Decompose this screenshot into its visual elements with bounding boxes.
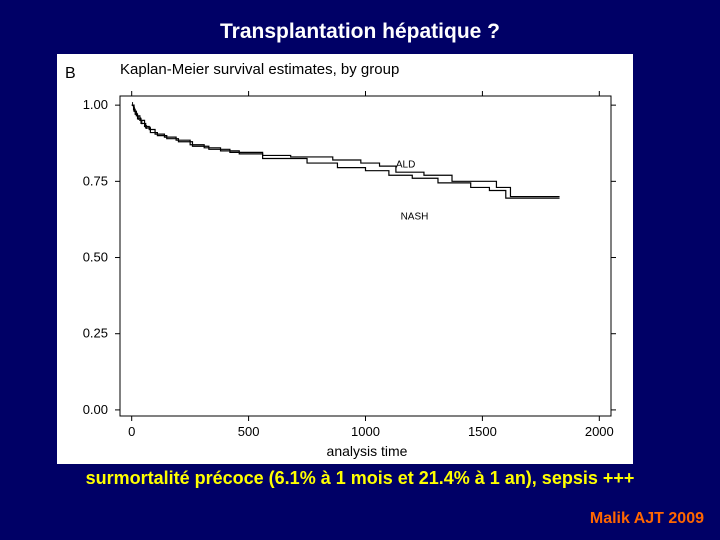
slide-title: Transplantation hépatique ? — [219, 20, 501, 43]
km-curve-nash — [131, 104, 560, 199]
curve-label-nash: NASH — [401, 211, 429, 222]
x-tick-label: 1500 — [468, 424, 497, 439]
plot-frame — [119, 95, 612, 417]
y-tick-label: 0.50 — [83, 250, 108, 265]
curve-label-ald: ALD — [396, 160, 415, 171]
y-tick-label: 1.00 — [83, 97, 108, 112]
km-curve-ald — [131, 104, 560, 198]
x-axis-label: analysis time — [327, 443, 408, 459]
y-tick-label: 0.25 — [83, 326, 108, 341]
chart-title: Kaplan-Meier survival estimates, by grou… — [120, 61, 399, 78]
x-tick-label: 0 — [128, 424, 135, 439]
x-tick-label: 1000 — [351, 424, 380, 439]
slide-caption: surmortalité précoce (6.1% à 1 mois et 2… — [85, 468, 635, 488]
km-figure: B Kaplan-Meier survival estimates, by gr… — [57, 54, 633, 464]
y-tick-label: 0.00 — [83, 402, 108, 417]
km-chart: B Kaplan-Meier survival estimates, by gr… — [65, 61, 616, 459]
panel-label: B — [65, 65, 76, 82]
x-tick-label: 2000 — [585, 424, 614, 439]
reference-citation: Malik AJT 2009 — [589, 510, 704, 527]
x-tick-label: 500 — [238, 424, 260, 439]
y-tick-label: 0.75 — [83, 173, 108, 188]
